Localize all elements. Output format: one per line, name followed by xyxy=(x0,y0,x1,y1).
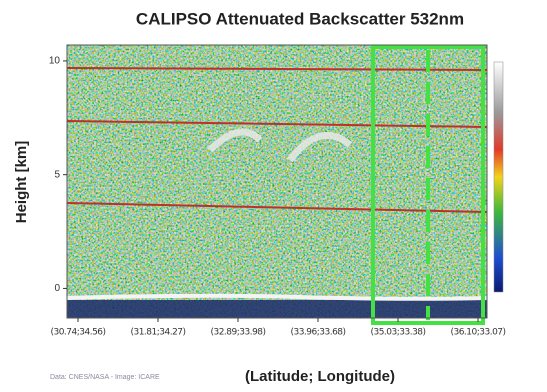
isotherm xyxy=(66,120,488,128)
credit: Data: CNES/NASA - Image: ICARE xyxy=(50,374,160,381)
surface-return xyxy=(66,293,488,301)
plot-frame xyxy=(66,44,488,319)
x-tick-label: (33.96;33.68) xyxy=(290,328,345,338)
x-axis-label: (Latitude; Longitude) xyxy=(245,368,395,385)
below-surface xyxy=(67,300,487,318)
x-tick-label: (36.10;33.07) xyxy=(450,328,505,338)
plot-area xyxy=(66,44,488,325)
y-tick-label: 5 xyxy=(54,169,60,180)
x-tick-label: (30.74;34.56) xyxy=(50,328,105,338)
x-tick-label: (35.03;33.38) xyxy=(370,328,425,338)
x-tick-label: (32.89;33.98) xyxy=(210,328,265,338)
highlight-box xyxy=(371,45,485,325)
y-axis-label: Height [km] xyxy=(13,141,30,224)
chart-title: CALIPSO Attenuated Backscatter 532nm xyxy=(136,9,464,28)
isotherm xyxy=(66,67,488,71)
backscatter-image xyxy=(67,45,487,318)
y-tick-label: 10 xyxy=(49,56,61,67)
x-tick-label: (31.81;34.27) xyxy=(130,328,185,338)
color-bar xyxy=(493,61,504,293)
y-tick-label: 0 xyxy=(54,283,60,294)
cloud xyxy=(207,128,353,163)
isotherm xyxy=(66,202,488,213)
